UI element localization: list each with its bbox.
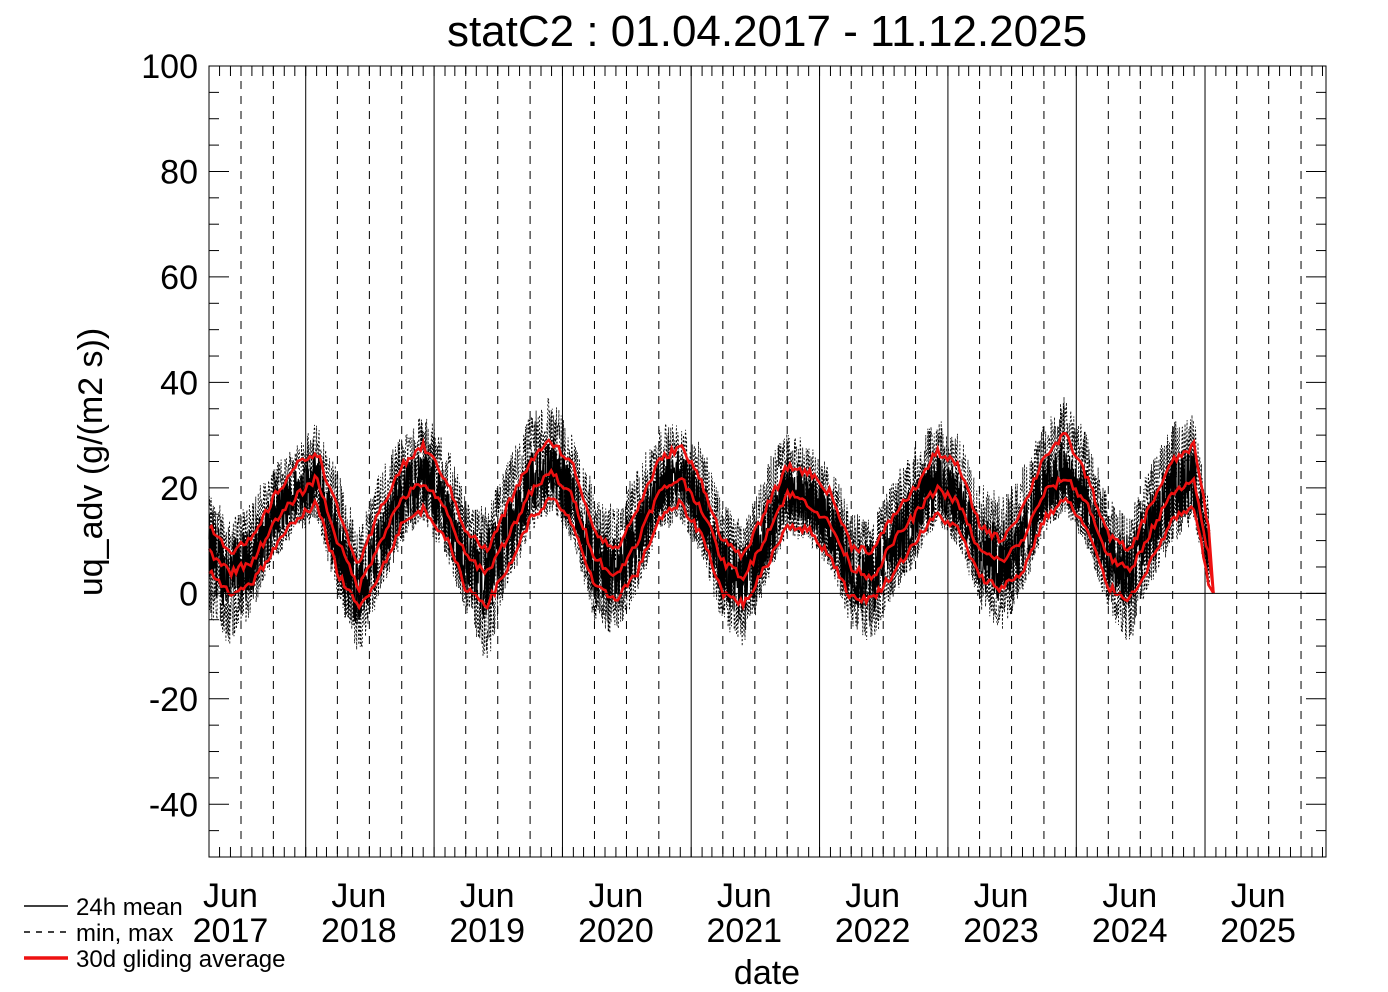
x-tick-label-year: 2021 bbox=[706, 912, 782, 950]
y-axis-ticks: -40 -20 0 20 40 60 80 100 bbox=[141, 48, 1326, 858]
x-tick-label-month: Jun bbox=[845, 877, 900, 915]
x-tick-label-month: Jun bbox=[1102, 877, 1157, 915]
x-tick-label-year: 2024 bbox=[1092, 912, 1168, 950]
legend-label-min-max: min, max bbox=[76, 920, 173, 947]
x-tick-label-year: 2025 bbox=[1220, 912, 1296, 950]
y-tick-label: 40 bbox=[160, 364, 198, 402]
x-tick-label-month: Jun bbox=[460, 877, 515, 915]
x-tick-label-year: 2018 bbox=[321, 912, 397, 950]
legend: 24h mean min, max 30d gliding average bbox=[24, 894, 286, 973]
series-layer bbox=[207, 396, 1215, 659]
x-tick-label-year: 2023 bbox=[963, 912, 1039, 950]
y-tick-label: 60 bbox=[160, 259, 198, 297]
x-tick-label-month: Jun bbox=[331, 877, 386, 915]
y-tick-label: -20 bbox=[149, 681, 198, 719]
x-axis-label: date bbox=[734, 954, 800, 992]
y-tick-label: 80 bbox=[160, 153, 198, 191]
x-tick-label-year: 2019 bbox=[449, 912, 525, 950]
x-tick-label-month: Jun bbox=[589, 877, 644, 915]
30d-average-upper-line bbox=[208, 431, 1215, 594]
x-tick-label-month: Jun bbox=[974, 877, 1029, 915]
legend-label-24h-mean: 24h mean bbox=[76, 894, 183, 921]
30d-average-mean-line bbox=[207, 467, 1215, 596]
y-axis-label: uq_adv (g/(m2 s)) bbox=[72, 328, 110, 596]
legend-label-30d-average: 30d gliding average bbox=[76, 946, 286, 973]
x-tick-label-year: 2017 bbox=[193, 912, 269, 950]
y-tick-label: 20 bbox=[160, 470, 198, 508]
plot-frame bbox=[208, 65, 1327, 858]
y-tick-label: 100 bbox=[141, 48, 198, 86]
x-tick-label-month: Jun bbox=[717, 877, 772, 915]
mean-24h-series-line bbox=[208, 437, 1211, 624]
y-tick-label: 0 bbox=[179, 575, 198, 613]
x-axis-ticks: Jun2017Jun2018Jun2019Jun2020Jun2021Jun20… bbox=[193, 66, 1323, 950]
30d-average-lower-line bbox=[208, 496, 1215, 611]
x-tick-label-year: 2020 bbox=[578, 912, 654, 950]
x-tick-label-month: Jun bbox=[1231, 877, 1286, 915]
x-tick-label-month: Jun bbox=[203, 877, 258, 915]
chart-title: statC2 : 01.04.2017 - 11.12.2025 bbox=[447, 7, 1087, 56]
y-tick-label: -40 bbox=[149, 786, 198, 824]
x-tick-label-year: 2022 bbox=[835, 912, 911, 950]
